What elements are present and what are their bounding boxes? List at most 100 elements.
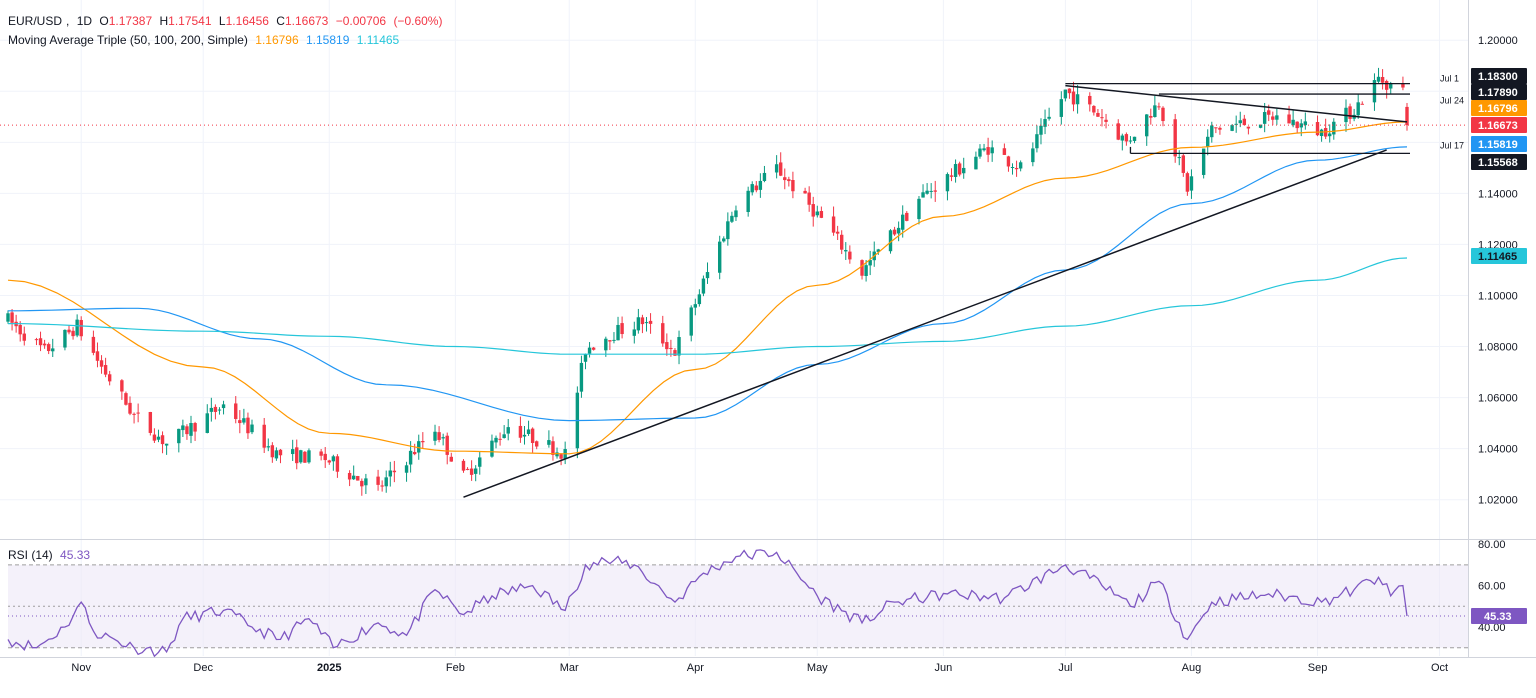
candle-body: [864, 265, 868, 276]
candle-body: [238, 420, 242, 424]
candle-body: [616, 324, 620, 341]
candle-body: [433, 431, 437, 441]
price-tick-label: 1.10000: [1478, 290, 1518, 302]
price-badge: [1471, 68, 1527, 84]
candle-body: [677, 337, 681, 356]
candle-body: [502, 434, 506, 439]
candle-body: [815, 211, 820, 216]
candle-body: [1230, 125, 1234, 131]
time-tick-label: Dec: [193, 662, 213, 674]
candle-body: [124, 393, 128, 405]
price-badge-label: 1.11465: [1478, 251, 1517, 263]
candle-body: [791, 179, 795, 192]
candle-body: [1328, 133, 1332, 137]
candle-body: [1002, 148, 1007, 155]
candle-body: [1120, 135, 1125, 141]
candle-body: [217, 409, 222, 411]
candle-body: [490, 440, 494, 457]
time-tick-label: Apr: [687, 662, 704, 674]
time-tick-label: Nov: [71, 662, 91, 674]
candle-body: [1092, 105, 1096, 113]
candle-body: [917, 198, 921, 220]
candle-body: [1319, 129, 1324, 137]
candle-body: [205, 413, 209, 433]
candle-body: [384, 477, 388, 487]
price-tick-label: 1.04000: [1478, 444, 1518, 456]
candle-body: [669, 347, 673, 349]
candle-body: [1145, 114, 1149, 137]
ma-label: Moving Average Triple (50, 100, 200, Sim…: [8, 33, 248, 47]
time-tick-label: Jun: [935, 662, 953, 674]
candle-body: [1104, 119, 1108, 122]
candle-body: [705, 272, 710, 279]
candle-body: [461, 460, 466, 471]
candle-body: [551, 441, 555, 455]
rsi-line: [7, 549, 1408, 658]
candle-body: [860, 260, 864, 276]
candle-body: [1124, 134, 1129, 142]
level-date-label: Jul 24: [1440, 95, 1464, 105]
candle-body: [522, 434, 527, 437]
ma100-line: [8, 146, 1408, 422]
candle-body: [506, 427, 510, 434]
candle-body: [95, 351, 100, 361]
candle-body: [128, 402, 132, 414]
candle-body: [819, 211, 824, 218]
candle-body: [79, 319, 83, 337]
candle-body: [75, 319, 79, 336]
candle-body: [347, 472, 352, 480]
candle-body: [1177, 157, 1181, 159]
candle-body: [335, 456, 340, 472]
price-tick-label: 1.08000: [1478, 342, 1518, 354]
price-tick-label: 1.14000: [1478, 188, 1518, 200]
candle-body: [807, 192, 811, 205]
candle-body: [177, 428, 181, 444]
candle-body: [1258, 124, 1263, 128]
candle-body: [388, 470, 392, 477]
candle-body: [71, 330, 75, 337]
candle-body: [1100, 117, 1104, 119]
price-badge: [1471, 248, 1527, 264]
open-value: 1.17387: [108, 14, 153, 28]
candle-body: [892, 229, 897, 235]
candle-body: [632, 329, 636, 336]
candle-body: [1384, 81, 1389, 90]
candle-body: [1157, 106, 1161, 108]
candle-body: [270, 445, 275, 458]
candle-body: [465, 468, 470, 470]
candle-body: [164, 443, 169, 446]
candle-body: [673, 350, 677, 356]
candles-group: [6, 67, 1409, 496]
candle-body: [234, 403, 238, 419]
candle-body: [1267, 110, 1271, 115]
rsi-legend: RSI (14) 45.33: [8, 548, 94, 562]
candle-body: [1116, 123, 1120, 140]
candle-body: [494, 437, 498, 443]
candle-body: [1043, 119, 1047, 127]
price-badge: [1471, 84, 1527, 100]
candle-body: [1153, 105, 1157, 118]
candle-body: [498, 438, 502, 440]
candle-body: [1214, 127, 1218, 129]
trendline: [1065, 84, 1408, 123]
candle-body: [42, 343, 47, 346]
candle-body: [608, 340, 612, 342]
candle-body: [1238, 120, 1242, 124]
candle-body: [726, 221, 730, 240]
candle-body: [665, 342, 669, 350]
candle-body: [803, 190, 807, 194]
rsi-badge-label: 45.33: [1484, 611, 1512, 623]
candle-body: [213, 406, 218, 412]
candle-body: [478, 457, 482, 467]
candle-body: [1031, 148, 1035, 163]
candle-body: [181, 425, 185, 431]
candle-body: [1405, 106, 1409, 126]
candle-body: [67, 329, 71, 333]
candle-body: [1161, 107, 1165, 122]
symbol-label: EUR/USD: [8, 14, 63, 28]
candle-body: [351, 475, 356, 480]
candle-body: [1271, 116, 1275, 120]
candle-body: [1059, 99, 1064, 117]
